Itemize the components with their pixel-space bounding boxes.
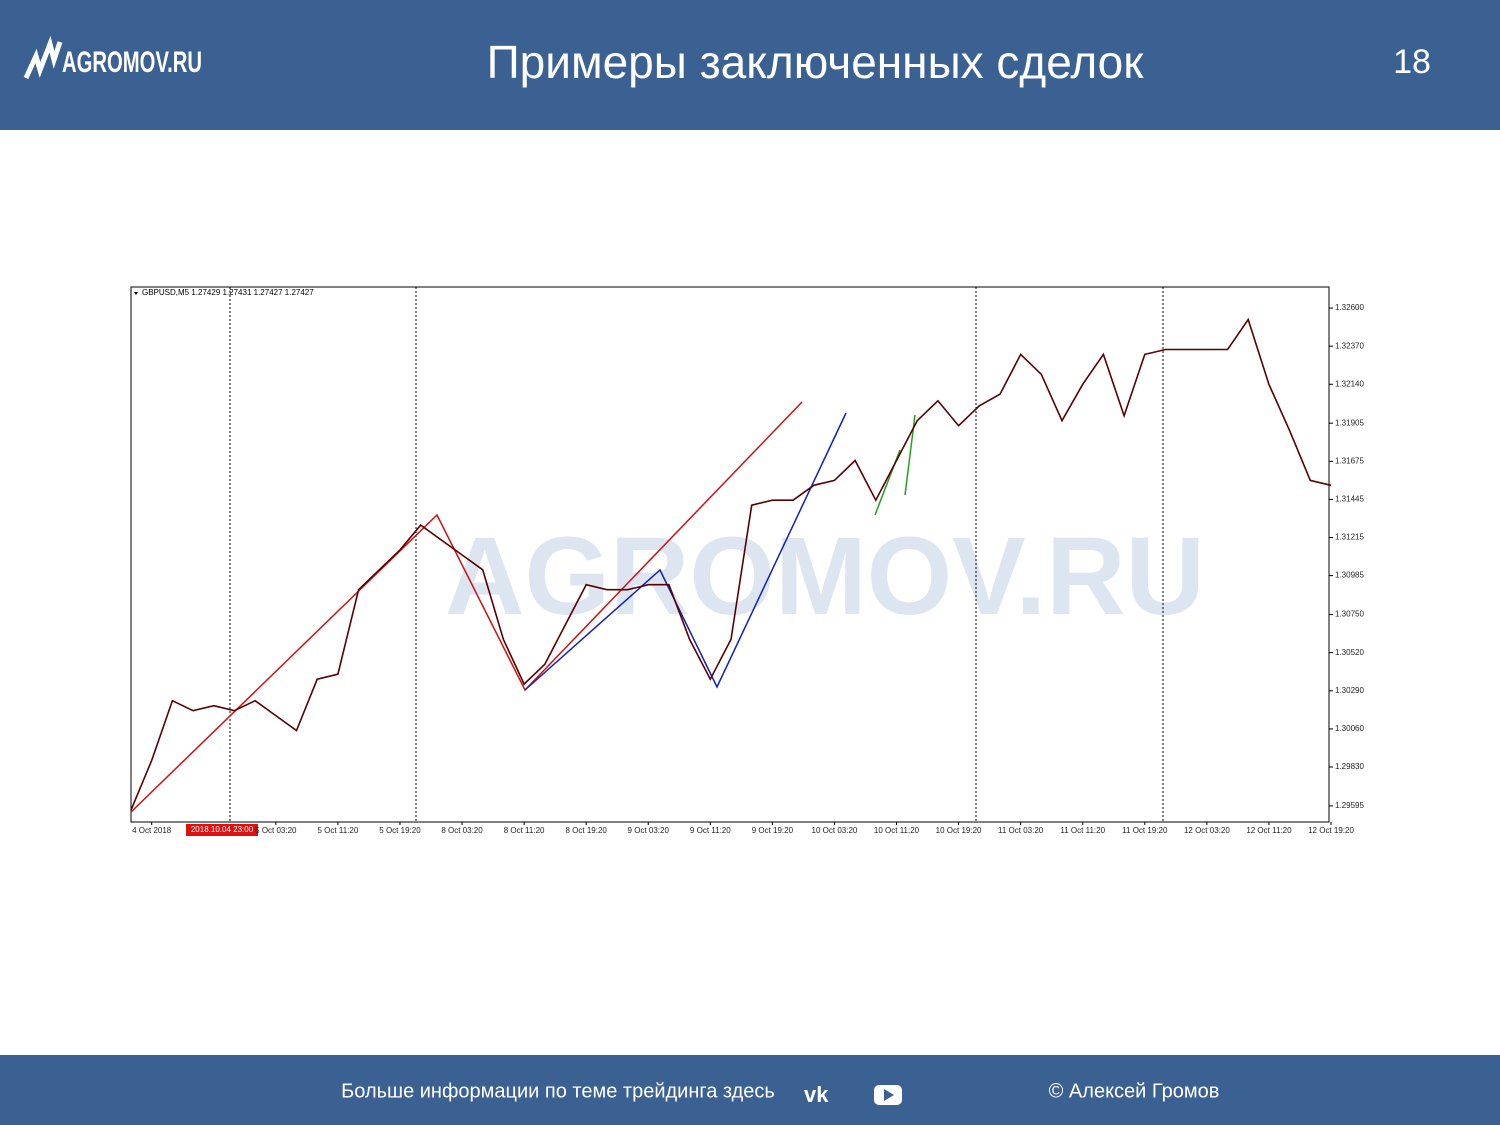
symbol-label: GBPUSD,M5 1.27429 1.27431 1.27427 1.2742… <box>142 288 314 297</box>
x-tick-label: 11 Oct 03:20 <box>998 826 1044 835</box>
x-tick-label: 9 Oct 19:20 <box>752 826 794 835</box>
y-tick-label: 1.30290 <box>1335 686 1364 695</box>
y-tick-label: 1.32600 <box>1335 303 1364 312</box>
x-tick-label: 11 Oct 11:20 <box>1060 826 1105 835</box>
x-tick-label: 8 Oct 11:20 <box>504 826 545 835</box>
blue-trend <box>524 412 847 691</box>
red-trend <box>130 401 803 813</box>
header-bar <box>0 0 1500 130</box>
crosshair-box <box>186 824 258 836</box>
page-number: 18 <box>1393 43 1431 81</box>
y-tick-label: 1.31675 <box>1335 456 1364 465</box>
x-tick-label: 8 Oct 03:20 <box>441 826 483 835</box>
y-tick-label: 1.30060 <box>1335 724 1364 733</box>
x-tick-label: 10 Oct 19:20 <box>936 826 982 835</box>
x-tick-label: 10 Oct 03:20 <box>812 826 858 835</box>
chart: AGROMOV.RU GBPUSD,M5 1.27429 1.27431 1.2… <box>130 286 1364 836</box>
crosshair-label: 2018.10.04 23:00 <box>191 825 254 834</box>
footer-author: © Алексей Громов <box>1049 1080 1220 1102</box>
y-tick-label: 1.30750 <box>1335 610 1364 619</box>
youtube-play <box>884 1089 894 1101</box>
footer-bar <box>0 1055 1500 1125</box>
plot-area <box>130 286 1330 823</box>
x-tick-label: 10 Oct 11:20 <box>874 826 920 835</box>
vk-icon[interactable]: vk <box>804 1082 829 1107</box>
x-tick-label: 5 Oct 03:20 <box>255 826 297 835</box>
y-tick-label: 1.32370 <box>1335 341 1364 350</box>
logo-icon <box>23 35 63 80</box>
y-tick-label: 1.31445 <box>1335 495 1364 504</box>
x-tick-label: 9 Oct 03:20 <box>628 826 670 835</box>
y-tick-label: 1.30520 <box>1335 648 1364 657</box>
y-tick-label: 1.29830 <box>1335 762 1364 771</box>
x-tick-label: 12 Oct 19:20 <box>1308 826 1354 835</box>
symbol-arrow <box>134 292 138 295</box>
x-tick-label: 4 Oct 2018 <box>132 826 172 835</box>
price-line <box>130 317 1332 811</box>
y-tick-label: 1.30985 <box>1335 571 1364 580</box>
y-tick-label: 1.29595 <box>1335 801 1364 810</box>
period-separators <box>229 287 1164 822</box>
watermark: AGROMOV.RU <box>445 515 1205 638</box>
x-tick-label: 12 Oct 11:20 <box>1246 826 1292 835</box>
x-tick-label: 9 Oct 11:20 <box>690 826 731 835</box>
logo: AGROMOV.RU <box>62 46 202 79</box>
x-tick-label: 12 Oct 03:20 <box>1184 826 1230 835</box>
footer-text: Больше информации по теме трейдинга здес… <box>341 1080 775 1102</box>
x-tick-label: 11 Oct 19:20 <box>1122 826 1168 835</box>
y-tick-label: 1.31905 <box>1335 418 1364 427</box>
slide-title: Примеры заключенных сделок <box>487 36 1145 88</box>
x-tick-label: 8 Oct 19:20 <box>565 826 607 835</box>
x-tick-label: 5 Oct 11:20 <box>318 826 359 835</box>
y-tick-label: 1.31215 <box>1335 533 1364 542</box>
x-tick-label: 5 Oct 19:20 <box>379 826 421 835</box>
y-tick-label: 1.32140 <box>1335 379 1364 388</box>
